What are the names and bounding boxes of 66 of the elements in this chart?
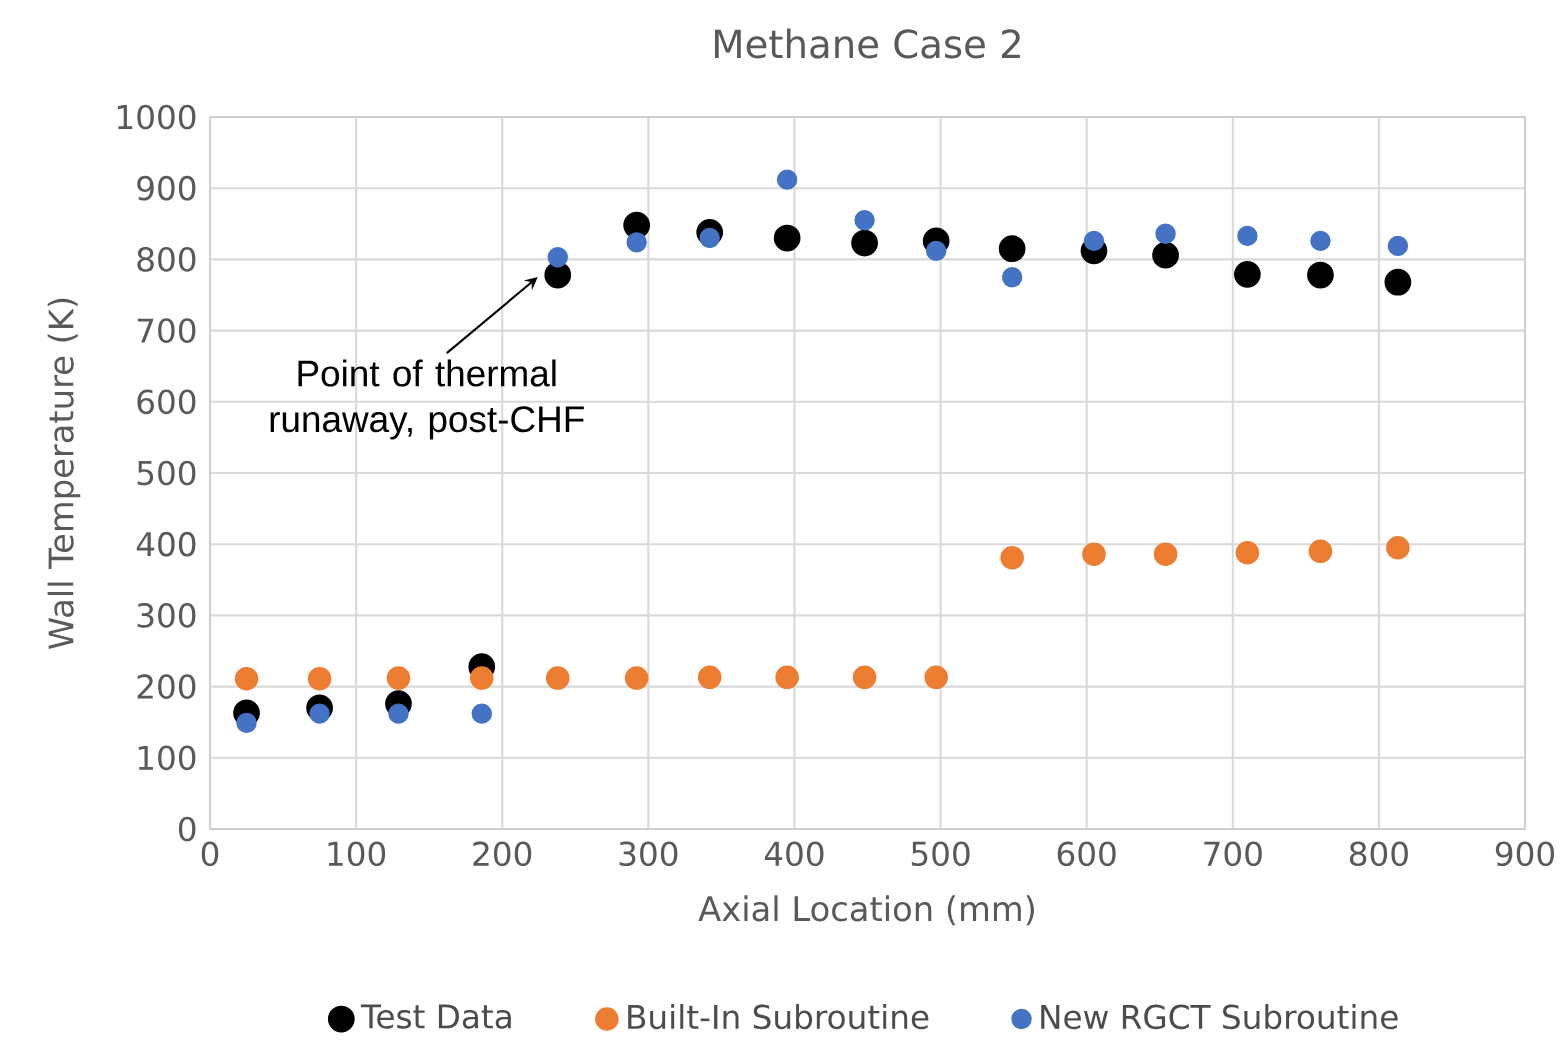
point	[1386, 535, 1410, 560]
y-tick-label: 300	[137, 603, 196, 628]
point	[1384, 268, 1412, 296]
y-tick-label: 700	[137, 318, 196, 343]
y-tick-label: 400	[136, 531, 196, 557]
legend-label: New RGCT Subroutine	[1041, 1003, 1398, 1030]
legend-label: Built-In Subroutine	[628, 1003, 929, 1030]
point	[1153, 542, 1178, 566]
x-tick-label: 400	[764, 841, 824, 867]
point	[851, 229, 878, 257]
point	[236, 712, 257, 734]
point	[773, 224, 801, 252]
point	[234, 666, 259, 691]
point	[1083, 230, 1105, 252]
y-tick-label: 100	[138, 745, 196, 771]
point	[1155, 223, 1176, 244]
point	[1001, 267, 1023, 288]
x-tick-label: 700	[1204, 841, 1262, 867]
point	[776, 169, 798, 190]
y-tick-label: 900	[137, 175, 196, 201]
point	[1387, 235, 1409, 257]
point	[626, 232, 647, 253]
x-tick-label: 300	[619, 841, 678, 867]
x-tick-label: 900	[1495, 841, 1555, 867]
point	[547, 247, 568, 268]
point	[1234, 261, 1261, 288]
point	[544, 261, 572, 289]
y-tick-label: 200	[137, 674, 196, 699]
point	[925, 240, 947, 262]
point	[307, 666, 332, 691]
point	[1307, 261, 1334, 289]
x-tick-label: 500	[911, 841, 970, 867]
point	[1152, 241, 1179, 269]
y-tick-label: 600	[137, 389, 196, 415]
point	[386, 666, 411, 690]
y-tick-label: 800	[137, 247, 196, 272]
point	[545, 666, 570, 690]
point	[998, 235, 1026, 263]
y-tick-label: 1000	[117, 104, 196, 130]
point	[697, 665, 722, 690]
x-tick-label: 0	[201, 841, 219, 867]
point	[924, 665, 948, 690]
point	[469, 666, 494, 690]
y-tick-label: 500	[137, 460, 196, 486]
y-tick-label: 0	[178, 816, 196, 842]
annotation: Point of thermal runaway, post-CHF	[270, 359, 584, 440]
point	[775, 665, 799, 690]
point	[1000, 545, 1024, 570]
point	[1310, 230, 1331, 252]
point	[471, 703, 492, 724]
point	[624, 666, 649, 690]
point	[852, 665, 877, 690]
point	[1308, 539, 1333, 564]
x-tick-label: 100	[328, 841, 386, 867]
chart-title: Methane Case 2	[715, 28, 1020, 59]
point	[388, 703, 409, 724]
point	[1237, 225, 1258, 247]
x-tick-label: 600	[1057, 841, 1116, 867]
x-tick-label: 200	[473, 841, 532, 867]
point	[1082, 542, 1106, 566]
x-tick-label: 800	[1349, 841, 1408, 867]
y-axis-title: Wall Temperature (K)	[47, 298, 81, 650]
x-axis-title: Axial Location (mm)	[698, 895, 1034, 926]
point	[1235, 540, 1260, 565]
legend-label: Test Data	[360, 1004, 511, 1029]
point	[854, 210, 875, 231]
